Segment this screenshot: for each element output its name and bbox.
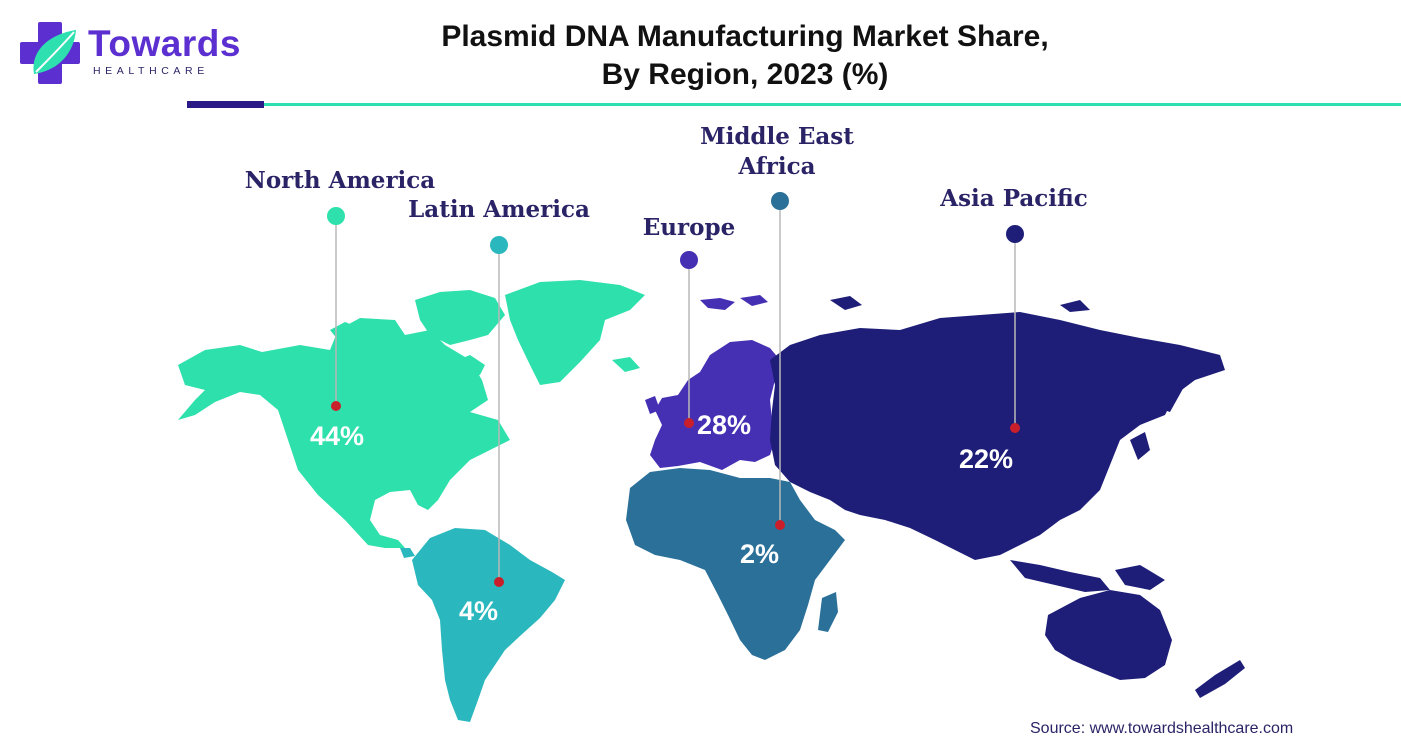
- marker-dot-latin-america: [494, 577, 504, 587]
- marker-top-middle-east-africa: [771, 192, 789, 210]
- region-shape-latin-america: [400, 528, 565, 722]
- value-label-asia-pacific: 22%: [959, 444, 1014, 474]
- source-credit: Source: www.towardshealthcare.com: [1030, 720, 1294, 737]
- title-line-1: Plasmid DNA Manufacturing Market Share,: [441, 20, 1049, 53]
- marker-top-asia-pacific: [1006, 225, 1024, 243]
- brand-tagline: HEALTHCARE: [93, 65, 209, 77]
- region-label-asia-pacific: Asia Pacific: [940, 185, 1088, 212]
- region-label-north-america: North America: [244, 167, 436, 194]
- region-shape-europe: [645, 295, 780, 470]
- marker-top-europe: [680, 251, 698, 269]
- marker-dot-europe: [684, 418, 694, 428]
- title-line-2: By Region, 2023 (%): [601, 58, 889, 91]
- header-rule: [264, 103, 1401, 106]
- region-markers: [327, 192, 1024, 587]
- marker-dot-asia-pacific: [1010, 423, 1020, 433]
- marker-dot-middle-east-africa: [775, 520, 785, 530]
- plus-leaf-icon: [20, 22, 80, 84]
- brand-logo: [20, 22, 250, 90]
- region-label-latin-america: Latin America: [408, 196, 590, 223]
- marker-dot-north-america: [331, 401, 341, 411]
- value-label-north-america: 44%: [310, 421, 365, 451]
- region-shape-asia-pacific: [770, 296, 1245, 698]
- brand-name: Towards: [88, 23, 241, 64]
- marker-top-north-america: [327, 207, 345, 225]
- value-label-europe: 28%: [697, 410, 752, 440]
- page-title: Plasmid DNA Manufacturing Market Share, …: [400, 18, 1090, 94]
- region-shape-middle-east-africa: [626, 468, 845, 660]
- region-label-europe: Europe: [642, 214, 736, 241]
- region-shape-north-america: [178, 280, 645, 548]
- value-label-middle-east-africa: 2%: [740, 539, 780, 569]
- header-rule-accent: [187, 101, 264, 108]
- region-label-middle-east-africa: Middle East Africa: [700, 123, 854, 180]
- value-label-latin-america: 4%: [459, 596, 499, 626]
- marker-top-latin-america: [490, 236, 508, 254]
